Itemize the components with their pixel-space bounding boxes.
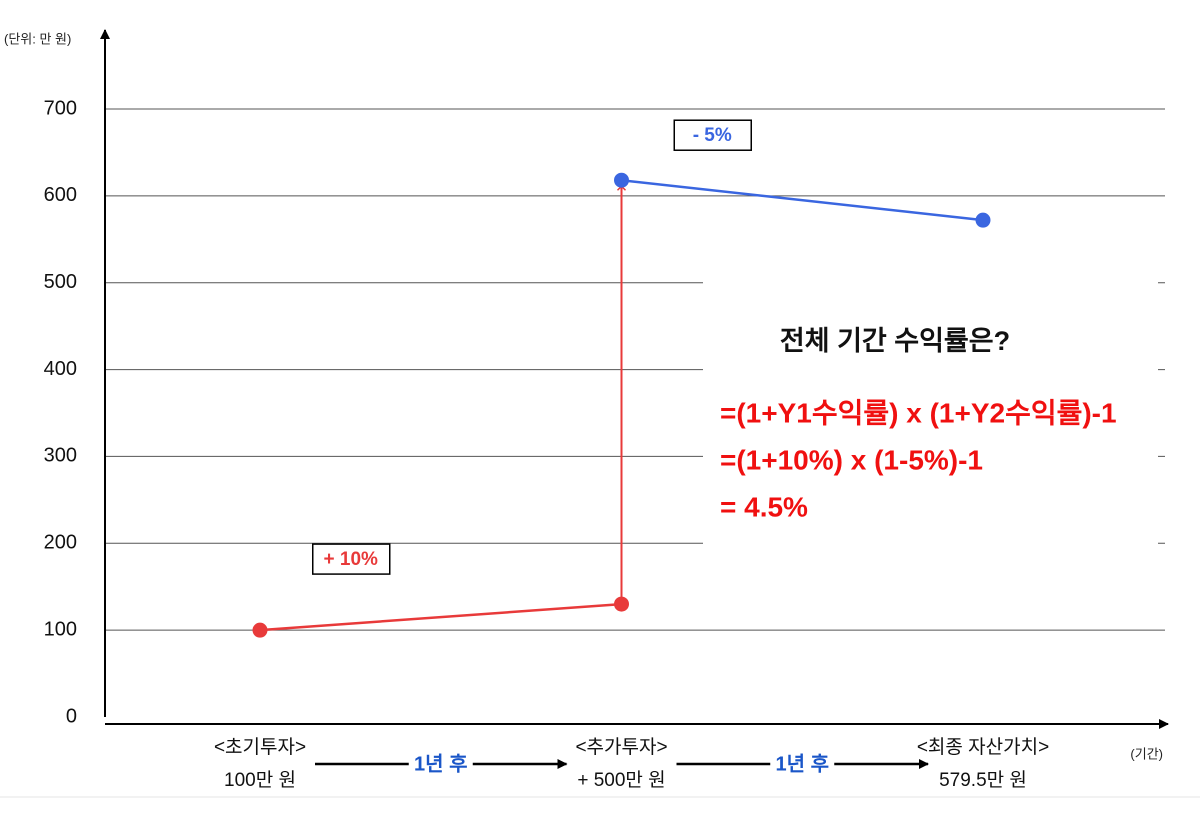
x-tick-sublabel: 100만 원 [224,769,296,791]
y-tick-label: 600 [44,184,77,206]
y-tick-label: 400 [44,358,77,380]
annotation-box [673,119,752,151]
x-axis-label: (기간) [1130,746,1163,761]
formula-line: =(1+10%) x (1-5%)-1 [720,444,983,475]
data-point [252,622,268,638]
y-tick-label: 700 [44,97,77,119]
data-point [975,212,991,228]
annotation-box [312,543,391,575]
y-tick-label: 100 [44,618,77,640]
x-tick-label: <초기투자> [214,736,306,758]
x-tick-sublabel: + 500만 원 [577,769,665,791]
step-label: 1년 후 [414,752,467,775]
formula-line: = 4.5% [720,491,808,522]
y-tick-label: 300 [44,445,77,467]
y-tick-label: 500 [44,271,77,293]
step-label-bg [770,752,835,776]
text-panel [703,268,1158,553]
annotation: + 10% [324,549,379,570]
series-line [621,178,984,222]
formula-line: =(1+Y1수익률) x (1+Y2수익률)-1 [720,397,1117,428]
y-unit-label: (단위: 만 원) [4,31,71,46]
data-point [614,596,629,612]
data-point [614,172,629,188]
series-line [259,602,622,632]
annotation: - 5% [693,125,732,146]
y-tick-label: 0 [66,705,77,727]
step-label: 1년 후 [776,752,829,775]
x-tick-label: <추가투자> [575,736,667,758]
x-tick-sublabel: 579.5만 원 [939,769,1027,791]
step-label-bg [408,752,473,776]
y-tick-label: 200 [44,532,77,554]
x-tick-label: <최종 자산가치> [917,736,1049,758]
text-block-title: 전체 기간 수익률은? [780,326,1010,356]
